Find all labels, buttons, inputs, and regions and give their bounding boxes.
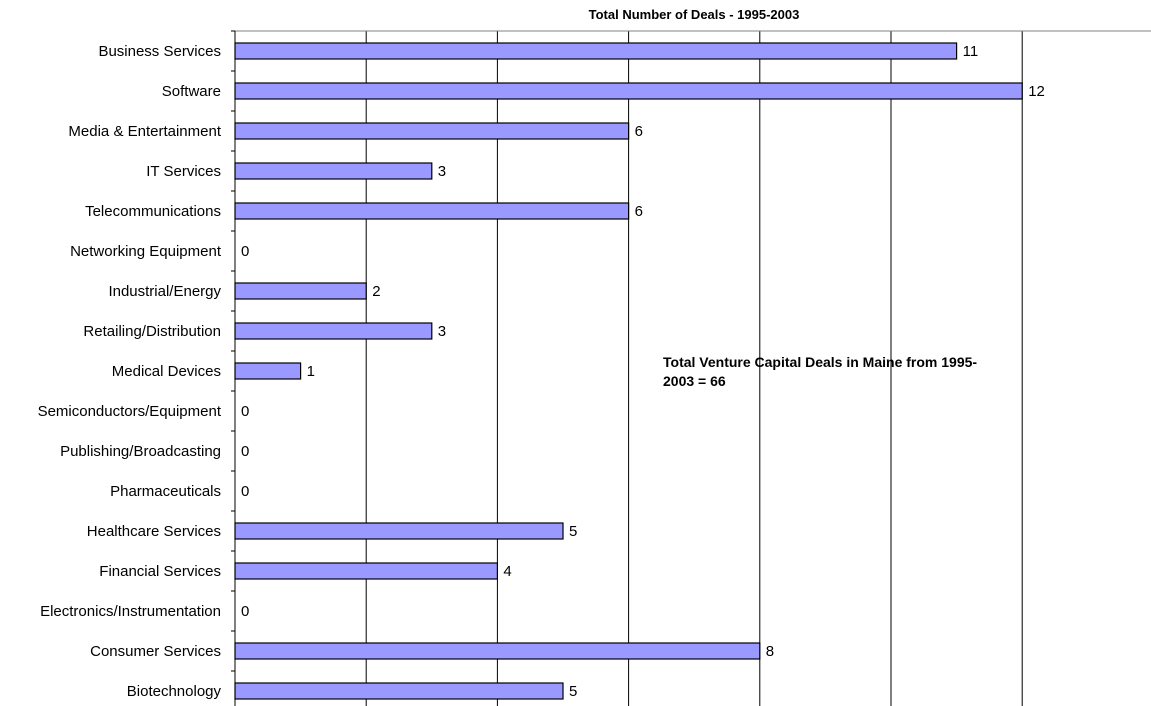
category-label: Industrial/Energy xyxy=(108,283,221,300)
data-label: 0 xyxy=(241,483,249,500)
data-label: 0 xyxy=(241,403,249,420)
data-label: 0 xyxy=(241,603,249,620)
gridlines xyxy=(365,31,1023,706)
category-label: Media & Entertainment xyxy=(68,123,221,140)
annotation-line-1: Total Venture Capital Deals in Maine fro… xyxy=(663,354,977,370)
category-label: Software xyxy=(162,83,221,100)
bar xyxy=(234,82,1023,100)
data-label: 5 xyxy=(569,683,577,700)
data-label: 5 xyxy=(569,523,577,540)
bar xyxy=(234,522,564,540)
category-label: Pharmaceuticals xyxy=(110,483,221,500)
category-label: Publishing/Broadcasting xyxy=(60,443,221,460)
bar xyxy=(234,322,433,340)
chart-title: Total Number of Deals - 1995-2003 xyxy=(589,7,800,22)
data-label: 11 xyxy=(963,43,979,60)
data-label: 2 xyxy=(372,283,380,300)
data-label: 6 xyxy=(635,123,643,140)
category-label: Medical Devices xyxy=(112,363,221,380)
category-label: Retailing/Distribution xyxy=(83,323,221,340)
bar xyxy=(234,362,302,380)
bar xyxy=(234,42,958,60)
data-label: 8 xyxy=(766,643,774,660)
category-label: Healthcare Services xyxy=(87,523,221,540)
category-label: Financial Services xyxy=(99,563,221,580)
category-label: Electronics/Instrumentation xyxy=(40,603,221,620)
annotation-line-2: 2003 = 66 xyxy=(663,373,726,389)
category-label: Semiconductors/Equipment xyxy=(38,403,222,420)
bar xyxy=(234,282,367,300)
bar xyxy=(234,562,498,580)
bar xyxy=(234,682,564,700)
category-label: Biotechnology xyxy=(127,683,222,700)
category-label: Telecommunications xyxy=(85,203,221,220)
category-label: Networking Equipment xyxy=(70,243,222,260)
data-label: 1 xyxy=(307,363,315,380)
data-labels: 11 12 6 3 6 0 2 3 1 0 0 0 5 4 0 8 5 xyxy=(241,43,1045,700)
data-label: 0 xyxy=(241,443,249,460)
data-label: 6 xyxy=(635,203,643,220)
category-label: Consumer Services xyxy=(90,643,221,660)
category-labels: Business Services Software Media & Enterta… xyxy=(38,43,222,700)
category-label: Business Services xyxy=(98,43,221,60)
data-label: 12 xyxy=(1028,83,1045,100)
bar xyxy=(234,122,630,140)
data-label: 3 xyxy=(438,163,446,180)
bar xyxy=(234,642,761,660)
data-label: 0 xyxy=(241,243,249,260)
category-label: IT Services xyxy=(146,163,221,180)
bar xyxy=(234,162,433,180)
data-label: 3 xyxy=(438,323,446,340)
bars xyxy=(234,42,1023,700)
bar xyxy=(234,202,630,220)
data-label: 4 xyxy=(503,563,511,580)
axis xyxy=(231,30,236,706)
